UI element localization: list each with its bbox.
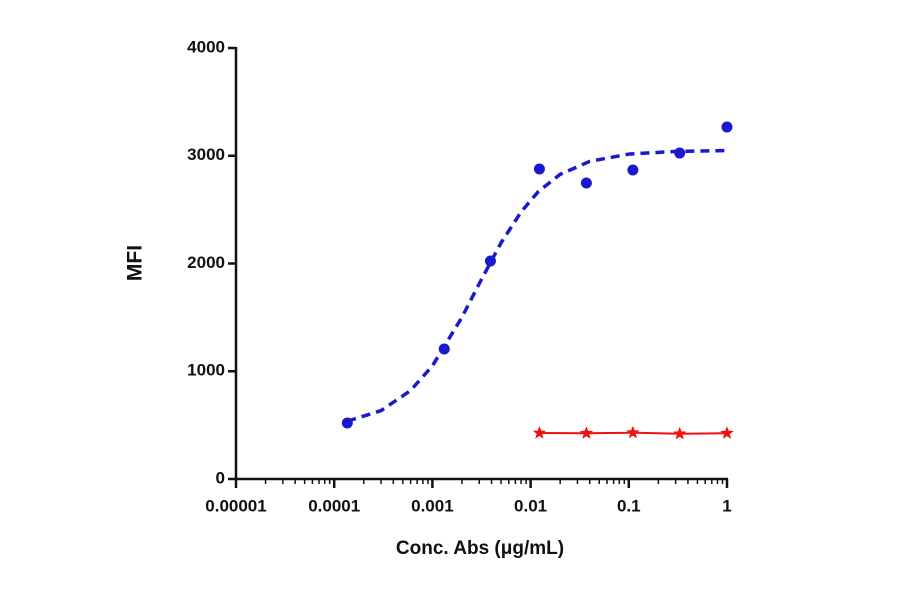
data-point [721, 121, 733, 133]
x-tick-label: 0.001 [411, 496, 454, 515]
x-axis-label: Conc. Abs (μg/mL) [396, 538, 564, 559]
data-point [579, 426, 594, 439]
data-point [626, 425, 640, 439]
data-point [533, 163, 545, 175]
data-point [720, 426, 734, 439]
y-tick-label: 4000 [187, 37, 225, 56]
y-tick-label: 3000 [187, 145, 225, 164]
y-tick-label: 2000 [187, 253, 225, 272]
data-point [627, 164, 639, 176]
data-point [580, 177, 592, 189]
y-tick-label: 1000 [187, 361, 225, 380]
x-tick-label: 0.00001 [205, 496, 266, 515]
x-tick-label: 0.1 [617, 496, 641, 515]
series-line [346, 148, 728, 423]
x-tick-label: 0.0001 [308, 496, 360, 515]
x-tick-label: 1 [722, 496, 731, 515]
data-point [673, 426, 687, 440]
y-tick-label: 0 [216, 468, 225, 487]
data-point [532, 426, 547, 439]
y-axis-label: MFI [124, 245, 147, 281]
x-tick-label: 0.01 [514, 496, 547, 515]
